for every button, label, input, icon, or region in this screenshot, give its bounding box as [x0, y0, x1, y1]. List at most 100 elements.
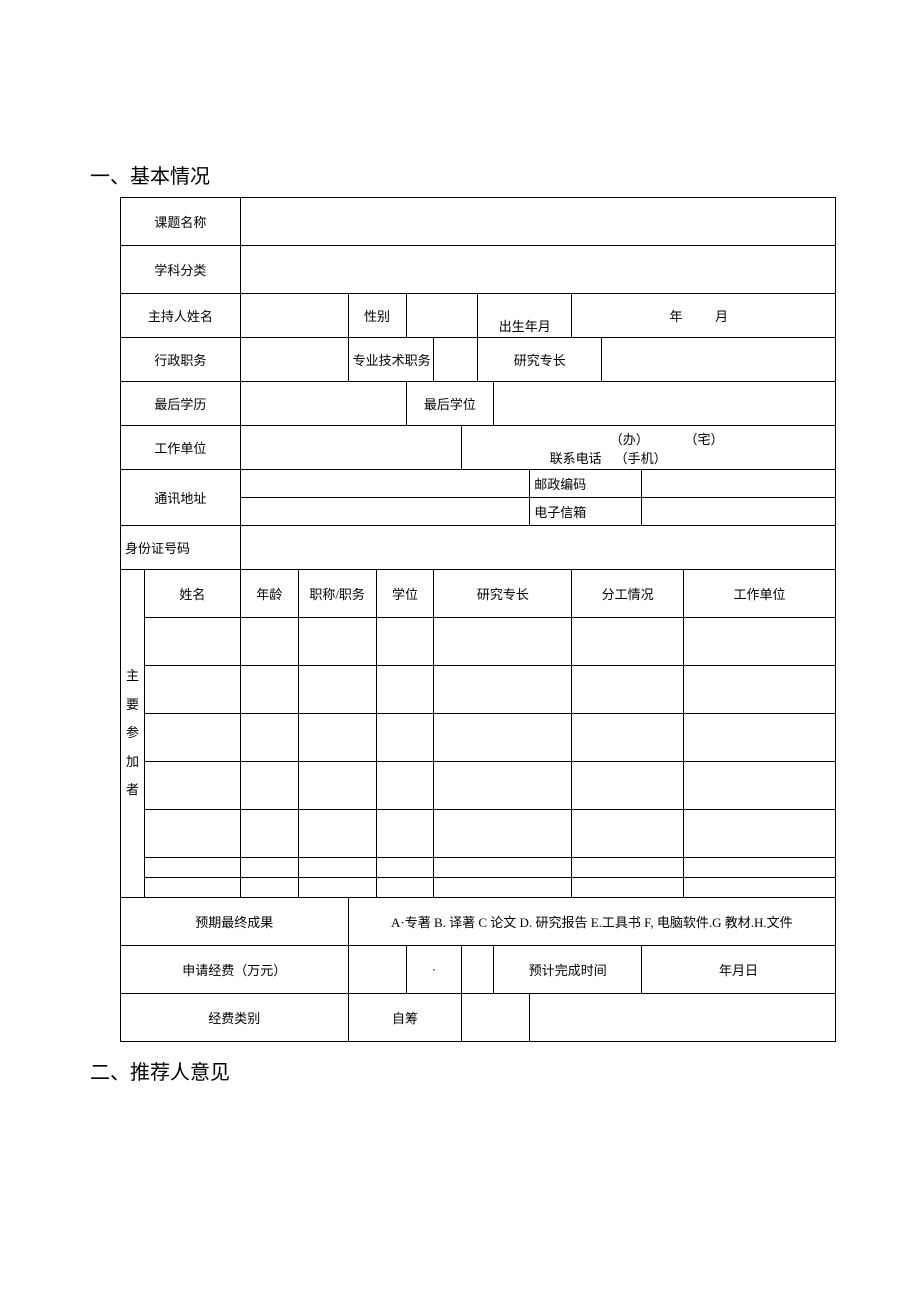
- header-p-age: 年龄: [240, 570, 298, 618]
- value-host-name[interactable]: [240, 294, 348, 338]
- p4-workunit[interactable]: [684, 762, 836, 810]
- p2-degree[interactable]: [376, 666, 434, 714]
- value-topic-name[interactable]: [240, 198, 835, 246]
- p4-degree[interactable]: [376, 762, 434, 810]
- row-participant-5: [121, 810, 836, 858]
- row-participant-2: [121, 666, 836, 714]
- p7-workunit[interactable]: [684, 878, 836, 898]
- p5-title[interactable]: [298, 810, 376, 858]
- value-subject-category[interactable]: [240, 246, 835, 294]
- p1-workunit[interactable]: [684, 618, 836, 666]
- label-admin-position: 行政职务: [121, 338, 241, 382]
- value-email[interactable]: [642, 498, 836, 526]
- p3-specialty[interactable]: [434, 714, 572, 762]
- value-fund-extra-2[interactable]: [530, 994, 836, 1042]
- value-completion-time[interactable]: 年月日: [642, 946, 836, 994]
- label-subject-category: 学科分类: [121, 246, 241, 294]
- label-email: 电子信箱: [530, 498, 642, 526]
- p2-specialty[interactable]: [434, 666, 572, 714]
- value-last-education[interactable]: [240, 382, 406, 426]
- p7-specialty[interactable]: [434, 878, 572, 898]
- label-work-unit: 工作单位: [121, 426, 241, 470]
- value-mail-address-1[interactable]: [240, 470, 529, 498]
- p6-division[interactable]: [572, 858, 684, 878]
- p7-name[interactable]: [144, 878, 240, 898]
- value-apply-fund-2[interactable]: [462, 946, 494, 994]
- p4-division[interactable]: [572, 762, 684, 810]
- value-work-unit[interactable]: [240, 426, 462, 470]
- p1-name[interactable]: [144, 618, 240, 666]
- p6-title[interactable]: [298, 858, 376, 878]
- value-birth-date[interactable]: 年 月: [572, 294, 836, 338]
- p1-age[interactable]: [240, 618, 298, 666]
- p2-age[interactable]: [240, 666, 298, 714]
- label-gender: 性别: [348, 294, 406, 338]
- p3-age[interactable]: [240, 714, 298, 762]
- p5-specialty[interactable]: [434, 810, 572, 858]
- basic-info-table: 课题名称 学科分类 主持人姓名 性别 出生年月 年 月 行政职务 专业技术职务 …: [120, 197, 836, 1042]
- value-postal-code[interactable]: [642, 470, 836, 498]
- p4-specialty[interactable]: [434, 762, 572, 810]
- label-topic-name: 课题名称: [121, 198, 241, 246]
- value-mail-address-2[interactable]: [240, 498, 529, 526]
- p1-title[interactable]: [298, 618, 376, 666]
- value-admin-position[interactable]: [240, 338, 348, 382]
- p3-title[interactable]: [298, 714, 376, 762]
- section2-heading: 二、推荐人意见: [90, 1056, 830, 1085]
- row-topic-name: 课题名称: [121, 198, 836, 246]
- header-p-workunit: 工作单位: [684, 570, 836, 618]
- p7-division[interactable]: [572, 878, 684, 898]
- p1-specialty[interactable]: [434, 618, 572, 666]
- p5-division[interactable]: [572, 810, 684, 858]
- label-host-name: 主持人姓名: [121, 294, 241, 338]
- header-p-name: 姓名: [144, 570, 240, 618]
- p3-name[interactable]: [144, 714, 240, 762]
- value-apply-fund-1[interactable]: [348, 946, 406, 994]
- value-last-degree[interactable]: [494, 382, 836, 426]
- p6-name[interactable]: [144, 858, 240, 878]
- value-fund-extra-1[interactable]: [462, 994, 530, 1042]
- p6-workunit[interactable]: [684, 858, 836, 878]
- value-id-number[interactable]: [240, 526, 835, 570]
- p1-degree[interactable]: [376, 618, 434, 666]
- row-id-number: 身份证号码: [121, 526, 836, 570]
- label-month: 月: [715, 309, 728, 324]
- p7-degree[interactable]: [376, 878, 434, 898]
- p5-age[interactable]: [240, 810, 298, 858]
- p6-specialty[interactable]: [434, 858, 572, 878]
- p4-age[interactable]: [240, 762, 298, 810]
- row-participant-7: [121, 878, 836, 898]
- p2-workunit[interactable]: [684, 666, 836, 714]
- p5-degree[interactable]: [376, 810, 434, 858]
- p5-name[interactable]: [144, 810, 240, 858]
- p1-division[interactable]: [572, 618, 684, 666]
- label-expected-result: 预期最终成果: [121, 898, 349, 946]
- p4-name[interactable]: [144, 762, 240, 810]
- row-participant-3: [121, 714, 836, 762]
- p5-workunit[interactable]: [684, 810, 836, 858]
- value-gender[interactable]: [406, 294, 478, 338]
- p7-age[interactable]: [240, 878, 298, 898]
- label-postal-code: 邮政编码: [530, 470, 642, 498]
- p6-age[interactable]: [240, 858, 298, 878]
- row-host: 主持人姓名 性别 出生年月 年 月: [121, 294, 836, 338]
- value-research-specialty[interactable]: [602, 338, 836, 382]
- label-apply-fund: 申请经费（万元）: [121, 946, 349, 994]
- row-subject-category: 学科分类: [121, 246, 836, 294]
- label-last-education: 最后学历: [121, 382, 241, 426]
- p6-degree[interactable]: [376, 858, 434, 878]
- label-contact-phone: （办） （宅） 联系电话 （手机）: [462, 426, 836, 470]
- label-birth-date: 出生年月: [478, 294, 572, 338]
- p2-title[interactable]: [298, 666, 376, 714]
- p2-division[interactable]: [572, 666, 684, 714]
- p3-division[interactable]: [572, 714, 684, 762]
- value-tech-title[interactable]: [434, 338, 478, 382]
- p3-degree[interactable]: [376, 714, 434, 762]
- p3-workunit[interactable]: [684, 714, 836, 762]
- p7-title[interactable]: [298, 878, 376, 898]
- label-mail-address: 通讯地址: [121, 470, 241, 526]
- p2-name[interactable]: [144, 666, 240, 714]
- row-workunit: 工作单位 （办） （宅） 联系电话 （手机）: [121, 426, 836, 470]
- header-p-division: 分工情况: [572, 570, 684, 618]
- p4-title[interactable]: [298, 762, 376, 810]
